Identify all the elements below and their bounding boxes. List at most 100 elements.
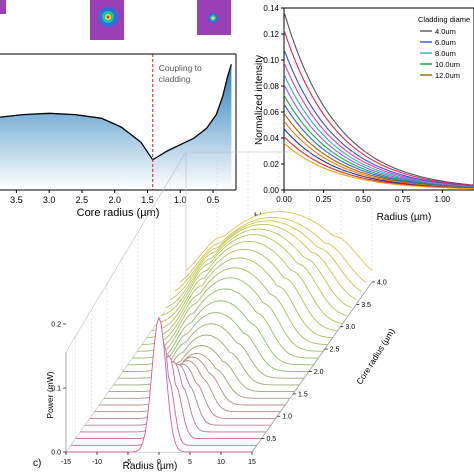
- panel-c: -15 -10 -5 0 5 10 15 0.0 0.1 0.2 0.5 1.0 1.5 2.0 2.5…: [33, 151, 397, 472]
- panel-a-x-tick-label: 0.5: [207, 195, 220, 205]
- waterfall-curve: [165, 228, 352, 309]
- panel-b-x-tick-label: 0.75: [395, 195, 411, 204]
- panel-c-y-axis-label: Power (mW): [45, 371, 55, 418]
- panel-c-x-tick-label: -5: [125, 459, 131, 466]
- waterfall-curve: [179, 216, 366, 283]
- panel-a-x-tick-label: 3.5: [10, 195, 23, 205]
- left-wall-top-edge: [65, 151, 187, 353]
- waterfall-curve: [75, 354, 262, 440]
- waterfall-curve: [141, 267, 328, 345]
- panel-c-x-tick-label: 5: [188, 459, 192, 466]
- panel-c-x-tick-label: 15: [248, 459, 256, 466]
- panel-c-waterfall-curves: [66, 211, 373, 453]
- mode-image-1: [0, 0, 6, 14]
- panel-c-x-tick-label: -10: [92, 459, 102, 466]
- panel-a-x-tick-label: 3.0: [43, 195, 56, 205]
- panel-b-x-tick-label: 0.50: [355, 195, 371, 204]
- panel-a-x-tick-label: 1.0: [174, 195, 187, 205]
- panel-b-series-line: [283, 49, 474, 187]
- panel-b-legend-label: 6.0um: [435, 38, 456, 47]
- panel-b-y-tick-label: 0.06: [263, 108, 279, 117]
- panel-b-y-ticks: 0.00 0.02 0.04 0.06 0.08 0.10 0.12 0.14: [263, 4, 284, 195]
- panel-b-legend-title: Cladding diame: [418, 15, 470, 24]
- waterfall-curve: [146, 257, 333, 339]
- panel-a-area-fill: [0, 64, 232, 190]
- panel-c-z-ticks: 0.5 1.0 1.5 2.0 2.5 3.0 3.5 4.0: [261, 280, 387, 443]
- panel-b-x-tick-label: 1.00: [435, 195, 451, 204]
- panel-c-z-tick-label: 3.5: [361, 302, 371, 309]
- panel-a-x-tick-label: 2.5: [76, 195, 89, 205]
- panel-b-x-axis-label: Radius (µm): [377, 212, 432, 223]
- panel-c-x-tick-label: 10: [217, 459, 225, 466]
- coupling-annotation-label: Coupling to cladding: [159, 63, 202, 84]
- panel-b-plot-area: [283, 7, 474, 191]
- panel-b-series-line: [283, 11, 474, 186]
- panel-a-curve: [0, 64, 233, 161]
- panel-b-legend-label: 8.0um: [435, 49, 456, 58]
- panel-c-label: c): [33, 458, 41, 469]
- panel-b-y-tick-label: 0.12: [263, 30, 279, 39]
- panel-b-x-tick-label: 0.00: [276, 195, 292, 204]
- panel-b-x-ticks: 0.00 0.25 0.50 0.75 1.00: [276, 190, 451, 204]
- waterfall-curve: [89, 363, 276, 419]
- panel-c-z-tick-label: 2.5: [330, 347, 340, 354]
- mode-image-2: [90, 0, 124, 40]
- panel-c-x-tick-label: 0: [157, 459, 161, 466]
- panel-c-z-tick-label: 2.0: [314, 369, 324, 376]
- panel-b-series-line: [283, 142, 474, 190]
- panel-a: Coupling to cladding 3.5 3.0 2.5 2.0 1.5 1.0 0.…: [0, 0, 237, 219]
- panel-b-legend-label: 12.0um: [435, 71, 460, 80]
- panel-b-y-tick-label: 0.08: [263, 82, 279, 91]
- panel-c-y-tick-label: 0.2: [51, 322, 61, 329]
- waterfall-curve: [174, 220, 362, 292]
- panel-b-y-axis-label: Normalized intensity: [254, 55, 265, 145]
- panel-c-z-tick-label: 1.0: [282, 414, 292, 421]
- panel-c-y-tick-label: 0.1: [51, 386, 61, 393]
- waterfall-curve: [169, 223, 357, 300]
- panel-b-series-line: [283, 29, 474, 187]
- panel-b-legend-label: 10.0um: [435, 60, 460, 69]
- panel-b-legend-label: 4.0um: [435, 27, 456, 36]
- panel-a-x-tick-label: 1.5: [141, 195, 154, 205]
- panel-b-legend: 4.0um 6.0um 8.0um 10.0um 12.0um: [420, 27, 460, 80]
- panel-b: 0.00 0.02 0.04 0.06 0.08 0.10 0.12 0.14 0.00 0.2…: [254, 4, 474, 223]
- panel-a-x-tick-label: 2.0: [108, 195, 121, 205]
- panel-c-x-ticks: -15 -10 -5 0 5 10 15: [61, 452, 256, 466]
- waterfall-curve: [94, 360, 281, 413]
- panel-b-y-tick-label: 0.02: [263, 160, 279, 169]
- waterfall-curve: [103, 353, 290, 399]
- panel-b-y-tick-label: 0.10: [263, 56, 279, 65]
- waterfall-curve-mask: [66, 317, 252, 452]
- panel-c-x-axis-label: Radius (µm): [123, 461, 178, 472]
- panel-c-z-tick-label: 1.5: [298, 391, 308, 398]
- panel-b-y-tick-label: 0.00: [263, 186, 279, 195]
- panel-b-y-tick-label: 0.04: [263, 134, 279, 143]
- floor-right-edge: [251, 281, 373, 453]
- waterfall-curve: [84, 363, 271, 426]
- panel-a-x-axis-label: Core radius (µm): [77, 207, 160, 219]
- waterfall-curve: [137, 277, 324, 352]
- panel-b-x-tick-label: 0.25: [316, 195, 332, 204]
- panel-c-y-ticks: 0.0 0.1 0.2: [51, 322, 66, 457]
- panel-c-y-tick-label: 0.0: [51, 450, 61, 457]
- waterfall-curve: [113, 334, 300, 386]
- panel-b-y-tick-label: 0.14: [263, 4, 279, 13]
- waterfall-curve: [80, 360, 267, 433]
- waterfall-curve: [151, 248, 338, 332]
- waterfall-curve: [155, 240, 343, 324]
- waterfall-curve: [99, 356, 286, 406]
- mode-image-3: [197, 0, 231, 35]
- waterfall-curve: [185, 211, 373, 271]
- waterfall-curve: [108, 345, 295, 393]
- panel-b-series-lines: [283, 11, 474, 190]
- panel-c-z-tick-label: 4.0: [377, 280, 387, 287]
- panel-c-z-tick-label: 3.0: [345, 324, 355, 331]
- panel-c-x-tick-label: -15: [61, 459, 71, 466]
- annotation-line-2: cladding: [159, 74, 191, 84]
- waterfall-curve: [118, 323, 305, 379]
- annotation-line-1: Coupling to: [159, 63, 202, 73]
- panel-b-series-line: [283, 74, 474, 188]
- panel-c-z-tick-label: 0.5: [266, 436, 276, 443]
- panel-a-x-ticks: 3.5 3.0 2.5 2.0 1.5 1.0 0.5: [10, 190, 219, 205]
